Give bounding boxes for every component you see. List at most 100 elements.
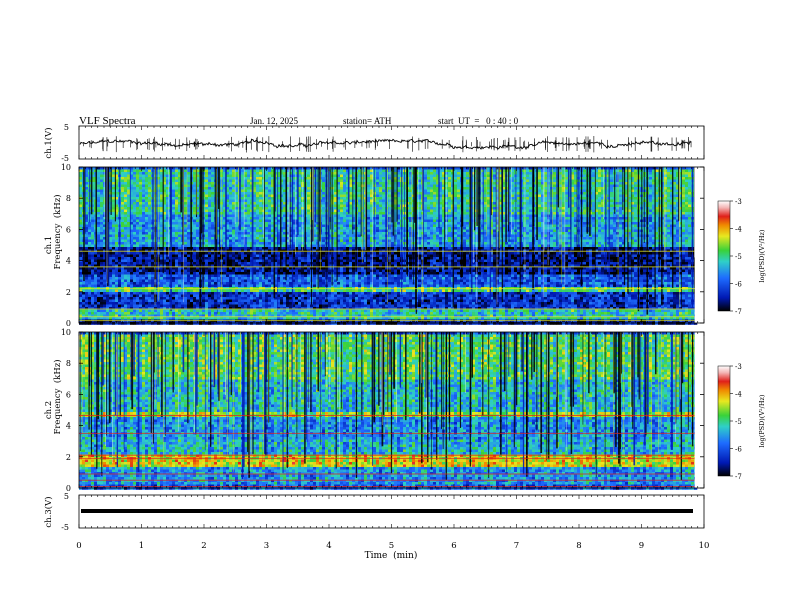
spectrogram-cell xyxy=(88,299,92,303)
spectrogram-cell xyxy=(139,232,143,235)
spectrogram-cell xyxy=(103,302,107,305)
spectrogram-cell xyxy=(256,247,260,250)
spectrogram-cell xyxy=(121,264,125,268)
spectrogram-cell xyxy=(253,282,257,285)
spectrogram-cell xyxy=(205,292,209,295)
spectrogram-cell xyxy=(100,192,104,195)
spectrogram-cell xyxy=(130,177,134,180)
spectrogram-cell xyxy=(181,267,185,270)
spectrogram-cell xyxy=(85,244,89,248)
spectrogram-cell xyxy=(172,204,176,208)
spectrogram-cell xyxy=(268,227,272,230)
spectrogram-cell xyxy=(235,292,239,295)
spectrogram-cell xyxy=(268,252,272,255)
spectrogram-cell xyxy=(280,237,284,240)
spectrogram-cell xyxy=(106,312,110,315)
spectrogram-cell xyxy=(91,217,95,220)
spectrogram-cell xyxy=(208,294,212,298)
spectrogram-cell xyxy=(178,304,182,308)
spectrogram-cell xyxy=(124,304,128,308)
spectrogram-cell xyxy=(271,217,275,220)
spectrogram-cell xyxy=(229,252,233,255)
spectrogram-cell xyxy=(85,169,89,173)
spectrogram-cell xyxy=(175,297,179,300)
spectrogram-cell xyxy=(256,199,260,203)
spectrogram-cell xyxy=(232,229,236,233)
spectrogram-cell xyxy=(157,232,161,235)
spectrogram-cell xyxy=(193,182,197,185)
spectrogram-cell xyxy=(268,259,272,263)
spectrogram-cell xyxy=(232,189,236,193)
spectrogram-cell xyxy=(184,279,188,283)
spectrogram-cell xyxy=(88,262,92,265)
spectrogram-cell xyxy=(235,199,239,203)
spectrogram-cell xyxy=(289,172,293,175)
spectrogram-cell xyxy=(271,309,275,313)
spectrogram-cell xyxy=(166,277,170,280)
spectrogram-cell xyxy=(172,182,176,185)
spectrogram-cell xyxy=(283,167,287,170)
spectrogram-cell xyxy=(271,244,275,248)
spectrogram-cell xyxy=(217,254,221,258)
spectrogram-cell xyxy=(217,252,221,255)
spectrogram-cell xyxy=(82,294,86,298)
spectrogram-cell xyxy=(175,232,179,235)
spectrogram-cell xyxy=(157,262,161,265)
spectrogram-cell xyxy=(205,209,209,213)
spectrogram-cell xyxy=(223,312,227,315)
spectrogram-cell xyxy=(97,239,101,243)
spectrogram-cell xyxy=(241,312,245,315)
spectrogram-cell xyxy=(277,292,281,295)
spectrogram-cell xyxy=(295,254,299,258)
spectrogram-cell xyxy=(247,214,251,218)
spectrogram-cell xyxy=(91,289,95,293)
spectrogram-cell xyxy=(235,202,239,205)
spectrogram-cell xyxy=(232,197,236,200)
spectrogram-cell xyxy=(172,309,176,313)
spectrogram-cell xyxy=(133,182,137,185)
spectrogram-cell xyxy=(292,299,296,303)
spectrogram-cell xyxy=(217,264,221,268)
spectrogram-cell xyxy=(301,244,305,248)
spectrogram-cell xyxy=(223,184,227,188)
spectrogram-cell xyxy=(151,312,155,315)
spectrogram-cell xyxy=(301,254,305,258)
spectrogram-cell xyxy=(187,214,191,218)
spectrogram-cell xyxy=(223,297,227,300)
spectrogram-cell xyxy=(118,279,122,283)
spectrogram-cell xyxy=(265,262,269,265)
spectrogram-cell xyxy=(241,279,245,283)
spectrogram-cell xyxy=(127,207,131,210)
spectrogram-cell xyxy=(115,242,119,245)
spectrogram-cell xyxy=(289,259,293,263)
spectrogram-cell xyxy=(298,232,302,235)
spectrogram-cell xyxy=(187,254,191,258)
spectrogram-cell xyxy=(253,294,257,298)
spectrogram-cell xyxy=(241,244,245,248)
spectrogram-cell xyxy=(157,222,161,225)
spectrogram-cell xyxy=(262,309,266,313)
spectrogram-cell xyxy=(85,297,89,300)
spectrogram-cell xyxy=(175,177,179,180)
spectrogram-cell xyxy=(190,284,194,288)
spectrogram-cell xyxy=(121,284,125,288)
spectrogram-cell xyxy=(91,239,95,243)
spectrogram-cell xyxy=(247,227,251,230)
spectrogram-cell xyxy=(103,247,107,250)
spectrogram-cell xyxy=(244,254,248,258)
spectrogram-cell xyxy=(250,282,254,285)
spectrogram-cell xyxy=(256,314,260,318)
spectrogram-cell xyxy=(148,169,152,173)
spectrogram-cell xyxy=(235,232,239,235)
spectrogram-cell xyxy=(241,194,245,198)
spectrogram-cell xyxy=(301,257,305,260)
spectrogram-cell xyxy=(268,244,272,248)
spectrogram-cell xyxy=(82,317,86,320)
spectrogram-cell xyxy=(217,272,221,275)
spectrogram-cell xyxy=(193,254,197,258)
spectrogram-cell xyxy=(178,239,182,243)
spectrogram-cell xyxy=(283,297,287,300)
spectrogram-cell xyxy=(286,277,290,280)
spectrogram-cell xyxy=(160,174,164,178)
spectrogram-cell xyxy=(166,204,170,208)
